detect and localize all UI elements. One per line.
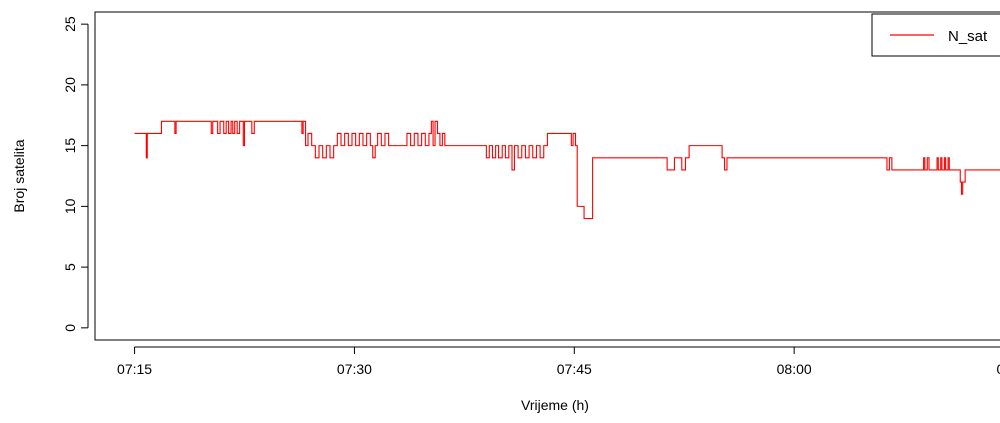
y-tick-label: 15	[62, 138, 78, 154]
x-tick-label: 08:00	[777, 361, 812, 377]
legend-label-n-sat: N_sat	[948, 28, 988, 45]
y-tick-label: 20	[62, 77, 78, 93]
series-layer	[134, 120, 1000, 220]
y-tick-label: 25	[62, 16, 78, 32]
x-tick-label: 07:45	[557, 361, 592, 377]
x-axis: 07:15 07:30 07:45 08:00 08:15	[117, 346, 1000, 377]
y-axis-label: Broj satelita	[11, 139, 27, 212]
y-tick-label: 5	[62, 263, 78, 271]
x-tick-label: 08:15	[996, 361, 1000, 377]
x-tick-label: 07:15	[117, 361, 152, 377]
x-axis-label: Vrijeme (h)	[521, 397, 589, 413]
y-axis: 0 5 10 15 20 25	[62, 16, 89, 332]
y-tick-label: 0	[62, 324, 78, 332]
plot-frame	[94, 11, 1000, 341]
y-tick-label: 10	[62, 198, 78, 214]
series-line-n-sat	[134, 120, 1000, 220]
x-tick-label: 07:30	[337, 361, 372, 377]
legend: N_sat	[871, 13, 1000, 57]
